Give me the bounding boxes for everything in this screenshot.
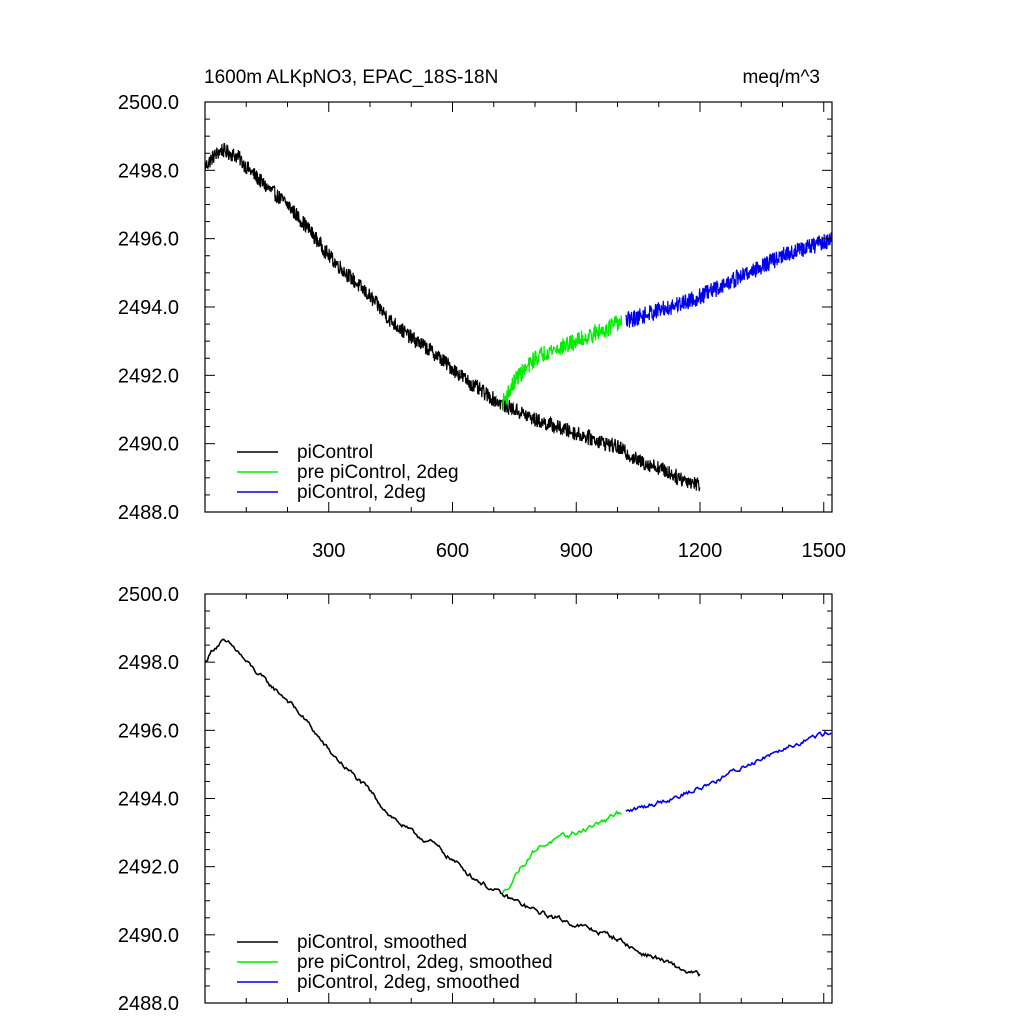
legend-label: pre piControl, 2deg	[297, 462, 459, 483]
y-tick-label: 2498.0	[118, 652, 179, 674]
y-tick-label: 2500.0	[118, 584, 179, 606]
x-tick-label: 900	[560, 540, 593, 562]
legend-label: pre piControl, 2deg, smoothed	[297, 952, 553, 973]
series-line-picontrol-2deg	[625, 232, 832, 328]
series-line-pre-picontrol-2deg	[502, 315, 623, 411]
y-tick-label: 2490.0	[118, 925, 179, 947]
y-tick-label: 2494.0	[118, 297, 179, 319]
series-layer	[205, 143, 832, 492]
y-tick-label: 2492.0	[118, 365, 179, 387]
y-tick-label: 2490.0	[118, 434, 179, 456]
axes-layer: 2488.0 2490.0 2492.0 2494.0 2496.0 2498.0 2500…	[118, 92, 846, 562]
y-tick-label: 2488.0	[118, 993, 179, 1015]
legend-label: piControl, 2deg, smoothed	[297, 972, 520, 993]
x-tick-label: 1500	[802, 540, 847, 562]
bottom-panel: 2488.0 2490.0 2492.0 2494.0 2496.0 2498.0 2500…	[118, 584, 833, 1015]
y-tick-label: 2498.0	[118, 160, 179, 182]
series-line-picontrol-2deg-smoothed	[625, 730, 832, 813]
legend-label: piControl, 2deg	[297, 482, 426, 503]
x-tick-label: 1200	[678, 540, 723, 562]
x-tick-label: 600	[436, 540, 469, 562]
legend-label: piControl	[297, 442, 373, 463]
units-label: meq/m^3	[742, 67, 820, 88]
chart-title: 1600m ALKpNO3, EPAC_18S-18N	[204, 67, 498, 88]
y-tick-label: 2492.0	[118, 857, 179, 879]
series-line-picontrol-smoothed	[205, 638, 701, 977]
axes-layer: 2488.0 2490.0 2492.0 2494.0 2496.0 2498.0 2500…	[118, 584, 833, 1015]
y-tick-label: 2496.0	[118, 720, 179, 742]
y-tick-label: 2500.0	[118, 92, 179, 114]
y-tick-label: 2488.0	[118, 502, 179, 524]
series-line-picontrol	[205, 143, 701, 492]
series-line-pre-picontrol-2deg-smoothed	[502, 810, 622, 894]
y-tick-label: 2496.0	[118, 229, 179, 251]
top-panel: 1600m ALKpNO3, EPAC_18S-18N meq/m^3 2488…	[118, 67, 846, 562]
series-layer	[205, 638, 832, 977]
y-tick-label: 2494.0	[118, 789, 179, 811]
legend-label: piControl, smoothed	[297, 932, 467, 953]
x-tick-label: 300	[312, 540, 345, 562]
